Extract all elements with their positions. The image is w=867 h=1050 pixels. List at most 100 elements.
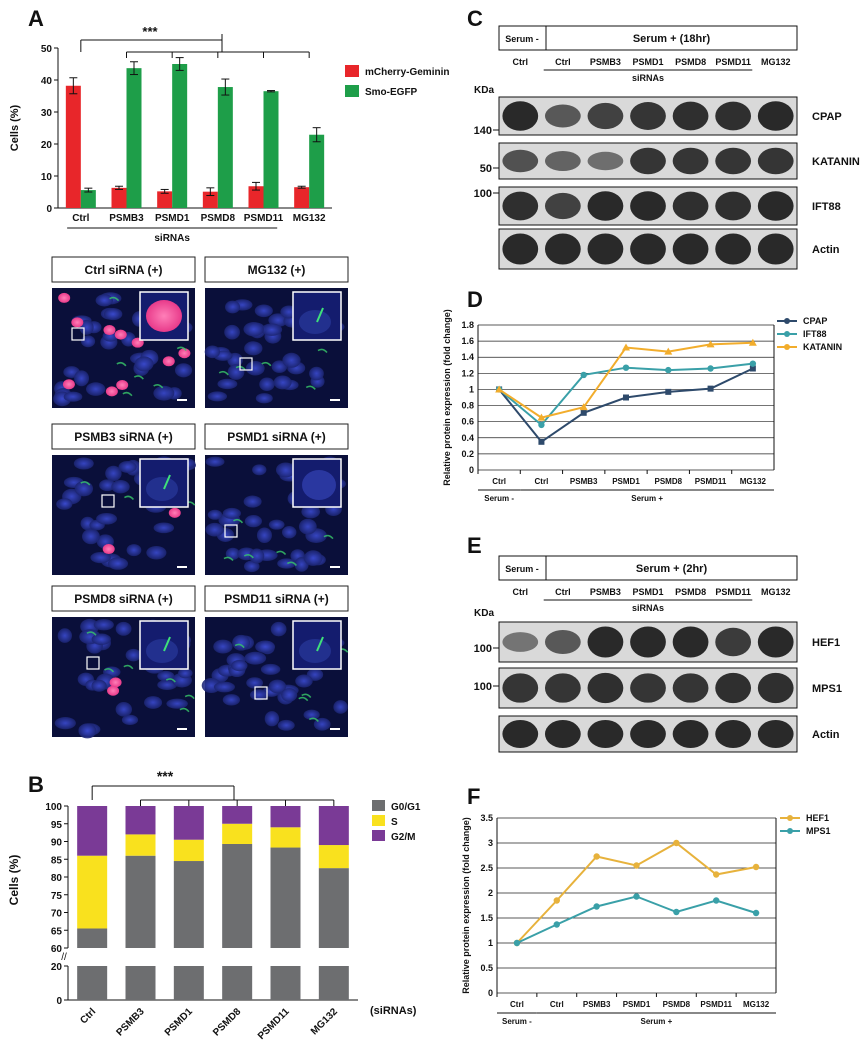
nucleus xyxy=(222,694,241,706)
nucleus xyxy=(63,391,83,402)
x-tick-label: PSMD11 xyxy=(700,1000,732,1009)
group-label: Serum - xyxy=(484,494,514,503)
data-point xyxy=(633,862,640,869)
y-tick-label: 1.8 xyxy=(461,320,474,330)
nucleus xyxy=(244,341,263,356)
nucleus xyxy=(277,558,296,569)
cilium-mark xyxy=(308,717,319,722)
nucleus xyxy=(103,308,123,321)
blot-band xyxy=(587,719,624,749)
nucleus xyxy=(118,461,137,473)
blot-band xyxy=(587,191,624,221)
nucleus xyxy=(115,621,132,636)
b-y-tick-label: 65 xyxy=(51,926,63,937)
blot-band xyxy=(544,150,581,172)
panel-letter-b: B xyxy=(28,772,44,797)
selection-square xyxy=(71,327,85,341)
cilium-mark xyxy=(243,554,254,559)
data-point xyxy=(665,366,672,374)
kda-marker: 100 xyxy=(474,681,492,693)
inset-cilium xyxy=(163,474,171,490)
micrograph-label: PSMD11 siRNA (+) xyxy=(224,592,329,606)
a-bar xyxy=(309,134,325,208)
y-tick-label: 1.5 xyxy=(480,913,493,923)
blot-label: Actin xyxy=(812,244,840,256)
cilium-mark xyxy=(123,664,134,670)
nucleus xyxy=(268,679,287,694)
data-point xyxy=(553,897,560,904)
nucleus xyxy=(205,522,224,537)
serum-plus-label: Serum + (18hr) xyxy=(633,33,711,45)
nucleus xyxy=(125,648,142,662)
cilium-mark xyxy=(261,361,272,367)
y-axis-label: Relative protein expression (fold change… xyxy=(461,817,471,994)
nucleus xyxy=(249,548,265,564)
panel-letter-d: D xyxy=(467,287,483,312)
nucleus xyxy=(333,700,348,714)
cilium-mark xyxy=(298,696,309,702)
kda-marker: 100 xyxy=(474,188,492,200)
magenta-nucleus xyxy=(62,379,75,390)
a-legend-label: Smo-EGFP xyxy=(365,87,418,98)
b-y-tick-label: 90 xyxy=(51,838,63,849)
cilium-mark xyxy=(286,561,297,566)
inset-nucleus xyxy=(299,639,331,663)
panel-letter-a: A xyxy=(28,6,44,31)
nucleus xyxy=(243,560,260,573)
nucleus xyxy=(213,639,233,654)
blot-label: KATANIN xyxy=(812,156,860,168)
y-tick-label: 0.5 xyxy=(480,963,493,973)
nucleus xyxy=(86,382,106,396)
nucleus xyxy=(207,391,228,402)
data-point xyxy=(553,921,560,928)
cilium-mark xyxy=(153,384,164,389)
data-point xyxy=(513,939,521,947)
b-x-suffix: (siRNAs) xyxy=(370,1005,417,1017)
nucleus xyxy=(281,688,298,702)
data-point xyxy=(593,853,600,860)
blot-band xyxy=(630,191,666,221)
selection-square xyxy=(86,656,100,670)
a-x-tick-label: PSMB3 xyxy=(109,213,144,224)
a-bar xyxy=(126,68,142,208)
serum-plus-box xyxy=(545,25,798,51)
nucleus xyxy=(166,698,188,709)
nucleus xyxy=(224,324,240,340)
nucleus xyxy=(243,322,264,337)
nucleus xyxy=(273,375,292,390)
blot-label: HEF1 xyxy=(812,637,840,649)
data-point xyxy=(673,839,680,847)
blot-band xyxy=(630,626,666,658)
magenta-nucleus xyxy=(114,329,127,340)
nucleus xyxy=(111,480,130,494)
series-line xyxy=(498,341,753,419)
data-point xyxy=(579,403,588,411)
data-point xyxy=(752,863,760,871)
a-bar xyxy=(111,187,127,208)
cilium-mark xyxy=(317,348,328,354)
panel-a: 0 10 20 30 40 50 Cells (%) Ctrl PSMB3 PSMD1 PSMD8 P… xyxy=(9,24,449,244)
micrograph-label-box xyxy=(51,256,196,283)
nucleus xyxy=(256,527,272,544)
magenta-nucleus xyxy=(71,317,84,328)
a-x-tick-label: MG132 xyxy=(293,213,326,224)
magenta-nucleus xyxy=(168,507,181,518)
static-layer: A B C D E F xyxy=(28,6,483,809)
b-bar-segment xyxy=(318,806,349,846)
data-point xyxy=(537,413,546,421)
blot-band xyxy=(502,233,539,265)
blot-band xyxy=(757,672,794,704)
cilium-mark xyxy=(184,694,195,700)
b-y-tick-label: 0 xyxy=(56,996,62,1007)
blot-band xyxy=(715,147,752,175)
micrograph-label-box xyxy=(51,585,196,612)
nucleus xyxy=(105,465,122,482)
nucleus xyxy=(254,304,273,318)
legend-label: CPAP xyxy=(803,316,827,326)
blot-band xyxy=(715,101,752,131)
magenta-nucleus xyxy=(103,325,116,336)
legend-marker xyxy=(784,344,790,350)
b-bar-segment xyxy=(318,868,349,948)
lane-label: PSMD11 xyxy=(715,587,751,597)
nucleus xyxy=(99,479,116,492)
